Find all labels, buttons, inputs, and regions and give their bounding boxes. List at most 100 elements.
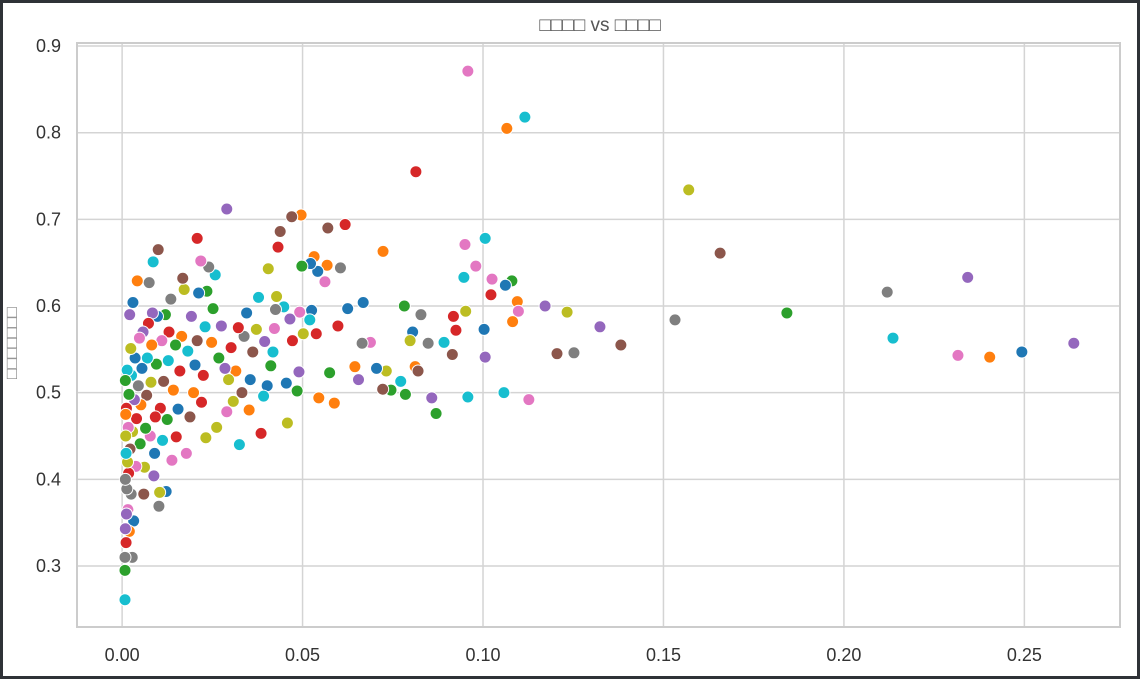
x-tick-label: 0.25 <box>1007 645 1042 665</box>
scatter-point <box>376 244 390 258</box>
scatter-point <box>165 453 179 467</box>
scatter-point <box>220 202 234 216</box>
scatter-point <box>518 110 532 124</box>
scatter-point <box>226 394 240 408</box>
scatter-point <box>880 285 894 299</box>
scatter-point <box>290 384 304 398</box>
scatter-point <box>411 364 425 378</box>
scatter-point <box>267 322 281 336</box>
y-tick-label: 0.5 <box>36 383 61 403</box>
scatter-point <box>139 421 153 435</box>
scatter-point <box>206 302 220 316</box>
scatter-point <box>177 283 191 297</box>
scatter-point <box>461 64 475 78</box>
scatter-point <box>194 254 208 268</box>
scatter-point <box>425 391 439 405</box>
scatter-point <box>355 336 369 350</box>
scatter-point <box>152 499 166 513</box>
scatter-point <box>119 507 133 521</box>
y-tick-label: 0.4 <box>36 469 61 489</box>
x-tick-label: 0.00 <box>105 645 140 665</box>
scatter-point <box>243 373 257 387</box>
y-tick-label: 0.8 <box>36 123 61 143</box>
scatter-point <box>309 327 323 341</box>
scatter-point <box>414 308 428 322</box>
scatter-point <box>147 469 161 483</box>
scatter-point <box>254 426 268 440</box>
scatter-point <box>522 393 536 407</box>
scatter-point <box>356 296 370 310</box>
scatter-point <box>338 218 352 232</box>
scatter-point <box>352 373 366 387</box>
scatter-point <box>148 410 162 424</box>
scatter-point <box>550 347 564 361</box>
scatter-point <box>169 430 183 444</box>
scatter-point <box>214 319 228 333</box>
scatter-point <box>323 366 337 380</box>
scatter-point <box>252 290 266 304</box>
scatter-point <box>668 313 682 327</box>
scatter-point <box>271 240 285 254</box>
scatter-point <box>195 395 209 409</box>
scatter-point <box>484 288 498 302</box>
scatter-point <box>119 429 133 443</box>
grid <box>77 43 1120 627</box>
scatter-point <box>148 446 162 460</box>
scatter-point <box>478 350 492 364</box>
scatter-point <box>118 472 132 486</box>
scatter-point <box>264 359 278 373</box>
scatter-point <box>235 386 249 400</box>
scatter-point <box>394 374 408 388</box>
scatter-point <box>169 338 183 352</box>
scatter-point <box>144 375 158 389</box>
scatter-point <box>190 334 204 348</box>
x-tick-label: 0.15 <box>646 645 681 665</box>
scatter-point <box>318 275 332 289</box>
scatter-point <box>560 305 574 319</box>
scatter-point <box>497 386 511 400</box>
scatter-point <box>210 420 224 434</box>
scatter-point <box>220 405 234 419</box>
chart-frame: 0.00 0.05 0.10 0.15 0.20 0.25 0.3 0.4 0.5 0.6 0.7… <box>3 3 1137 676</box>
scatter-point <box>212 351 226 365</box>
scatter-point <box>331 319 345 333</box>
scatter-point <box>458 237 472 251</box>
scatter-point <box>166 383 180 397</box>
scatter-point <box>119 446 133 460</box>
scatter-point <box>119 536 133 550</box>
scatter-point <box>153 485 167 499</box>
scatter-point <box>983 350 997 364</box>
scatter-point <box>181 344 195 358</box>
scatter-point <box>149 357 163 371</box>
scatter-point <box>614 338 628 352</box>
scatter-point <box>205 335 219 349</box>
scatter-point <box>538 299 552 313</box>
scatter-point <box>506 315 520 329</box>
scatter-point <box>199 431 213 445</box>
scatter-point <box>192 286 206 300</box>
x-tick-label: 0.20 <box>826 645 861 665</box>
scatter-point <box>131 379 145 393</box>
scatter-point <box>118 593 132 607</box>
y-tick-label: 0.3 <box>36 556 61 576</box>
scatter-point <box>249 322 263 336</box>
scatter-point <box>478 231 492 245</box>
scatter-point <box>780 306 794 320</box>
scatter-point <box>397 299 411 313</box>
scatter-point <box>886 331 900 345</box>
scatter-point <box>500 121 514 135</box>
y-tick-label: 0.9 <box>36 36 61 56</box>
scatter-point <box>124 341 138 355</box>
scatter-point <box>190 231 204 245</box>
y-tick-label: 0.6 <box>36 296 61 316</box>
scatter-point <box>446 309 460 323</box>
scatter-point <box>135 361 149 375</box>
x-tick-label: 0.10 <box>465 645 500 665</box>
scatter-point <box>270 289 284 303</box>
scatter-point <box>961 270 975 284</box>
scatter-point <box>157 374 171 388</box>
scatter-point <box>283 312 297 326</box>
scatter-point <box>173 364 187 378</box>
scatter-point <box>285 334 299 348</box>
scatter-chart: 0.00 0.05 0.10 0.15 0.20 0.25 0.3 0.4 0.5 0.6 0.7… <box>3 15 1121 665</box>
